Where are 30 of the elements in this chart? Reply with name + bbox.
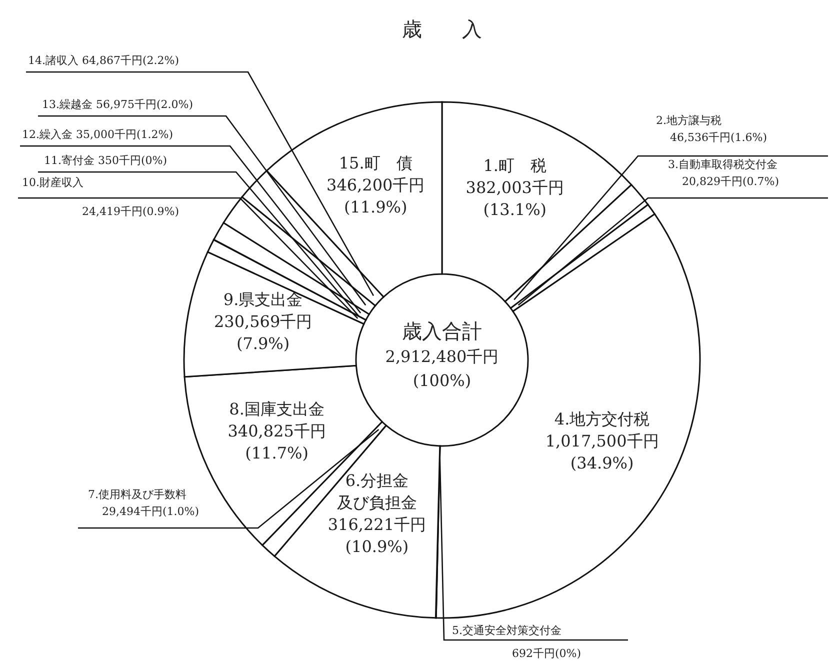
slice-label: 4.地方交付税: [554, 410, 650, 429]
data-label: 340,825千円(11.7%): [228, 421, 326, 462]
text: 歳入合計: [402, 319, 482, 343]
slice-label: 7.使用料及び手数料: [88, 488, 186, 501]
chart-title: 歳 入: [402, 17, 482, 41]
data-label: 24,419千円(0.9%): [82, 205, 180, 218]
slice-label: 2.地方譲与税: [656, 114, 722, 127]
slice-label: 12.繰入金 35,000千円(1.2%): [22, 128, 174, 141]
data-label: 46,536千円(1.6%): [670, 131, 768, 144]
slice-label: 10.財産収入: [22, 176, 84, 189]
data-label: 230,569千円(7.9%): [214, 312, 312, 353]
slice-label: 11.寄付金 350千円(0%): [44, 154, 168, 167]
slice-label: 14.諸収入 64,867千円(2.2%): [28, 54, 180, 67]
text: 2,912,480千円: [385, 347, 499, 366]
data-label: 382,003千円(13.1%): [466, 178, 564, 220]
data-label: 20,829千円(0.7%): [682, 175, 780, 188]
slice-label: 1.町 税: [483, 156, 547, 176]
data-label: 29,494千円(1.0%): [102, 505, 200, 518]
text: (100%): [412, 371, 472, 390]
slice-label: 13.繰越金 56,975千円(2.0%): [42, 98, 194, 111]
slice-label: 6.分担金及び負担金: [336, 470, 417, 512]
data-label: 692千円(0%): [512, 647, 582, 660]
slice-label: 8.国庫支出金: [229, 399, 324, 418]
slice-label: 5.交通安全対策交付金: [452, 624, 562, 637]
slice-label: 9.県支出金: [223, 290, 303, 309]
data-label: 316,221千円(10.9%): [328, 514, 426, 556]
data-label: 346,200千円(11.9%): [326, 176, 425, 217]
slice-label: 3.自動車取得税交付金: [668, 158, 778, 171]
slice-label: 15.町 債: [338, 154, 412, 173]
data-label: 1,017,500千円(34.9%): [545, 432, 659, 473]
